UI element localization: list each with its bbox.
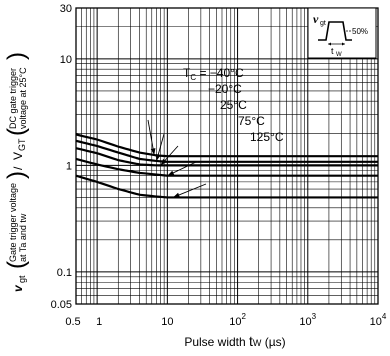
x-tick-label: 102	[229, 312, 246, 328]
annotation-label: −20°C	[208, 82, 242, 96]
tick-labels: 0.5 1 10 102 103 104 30 10 1 0.1 0.05	[51, 3, 387, 328]
y-tick-label: 0.1	[57, 267, 72, 279]
series-line-2	[75, 147, 378, 167]
y-label-slash: /	[11, 166, 25, 170]
series-line-4	[75, 174, 378, 199]
y-tick-label: 10	[60, 54, 72, 66]
y-tick-label: 0.05	[51, 299, 72, 311]
annotation-arrowhead	[155, 153, 161, 161]
plot-frame	[75, 7, 379, 305]
annotation-label: TC = −40°C	[183, 66, 244, 82]
inset-tw-arrowhead-left	[328, 42, 331, 46]
y-tick-label: 30	[60, 3, 72, 15]
annotation-label: 125°C	[250, 130, 284, 144]
inset-tw-symbol: t	[331, 46, 334, 56]
x-label-symbol: t	[249, 333, 253, 349]
inset-tw-sub: W	[336, 52, 342, 58]
y-label-left-paren-top: Gate trigger voltage	[8, 183, 18, 262]
x-tick-label: 10	[161, 316, 173, 328]
x-label-sub: W	[253, 338, 262, 348]
x-tick-label: 0.5	[65, 316, 80, 328]
series-line-1	[75, 139, 378, 163]
y-axis-label: v gt ( Gate trigger voltage at Ta and tw…	[3, 52, 30, 292]
y-label-right-paren-close: )	[3, 52, 30, 60]
series-line-3	[75, 157, 378, 177]
series-line-0	[75, 133, 378, 158]
annotation-label: 75°C	[238, 114, 265, 128]
inset-pulse-waveform	[318, 21, 352, 41]
waveform-inset: v gt 50% t W	[307, 7, 377, 59]
y-label-right-paren-top: DC gate trigger	[8, 68, 18, 129]
x-tick-label: 1	[96, 316, 102, 328]
y-label-left-paren-close: )	[3, 171, 30, 179]
x-tick-label: 104	[370, 312, 387, 328]
y-label-left-symbol: v	[11, 284, 25, 292]
y-label-left-paren: (	[3, 261, 30, 269]
annotation-arrowhead	[150, 148, 156, 156]
grid	[76, 8, 378, 304]
annotations: TC = −40°C−20°C 25°C 75°C 125°C	[147, 66, 284, 198]
annotation-label: 25°C	[220, 98, 247, 112]
y-label-right-sub: GT	[17, 138, 27, 151]
inset-tw-arrowhead-right	[342, 42, 345, 46]
inset-50-percent-label: 50%	[352, 27, 368, 36]
inset-symbol-sub: gt	[320, 20, 326, 27]
annotation-arrowhead	[172, 192, 180, 198]
annotation-arrowhead	[160, 158, 167, 166]
y-label-right-paren-bottom: voltage at 25°C	[18, 67, 28, 129]
x-label-prefix: Pulse width	[184, 335, 249, 349]
y-label-left-sub: gt	[17, 275, 27, 283]
y-label-right-paren: (	[3, 128, 30, 136]
x-axis-label: Pulse width tW (µs)	[184, 333, 285, 349]
x-label-unit: (µs)	[261, 335, 285, 349]
inset-box	[307, 7, 377, 59]
annotation-arrowhead	[167, 170, 175, 176]
y-label-right-symbol: V	[11, 152, 25, 160]
series-layer	[75, 133, 378, 199]
x-tick-label: 103	[299, 312, 316, 328]
inset-symbol: v	[313, 12, 319, 26]
y-label-left-paren-bottom: at Ta and tw	[18, 213, 28, 262]
y-tick-label: 1	[66, 160, 72, 172]
